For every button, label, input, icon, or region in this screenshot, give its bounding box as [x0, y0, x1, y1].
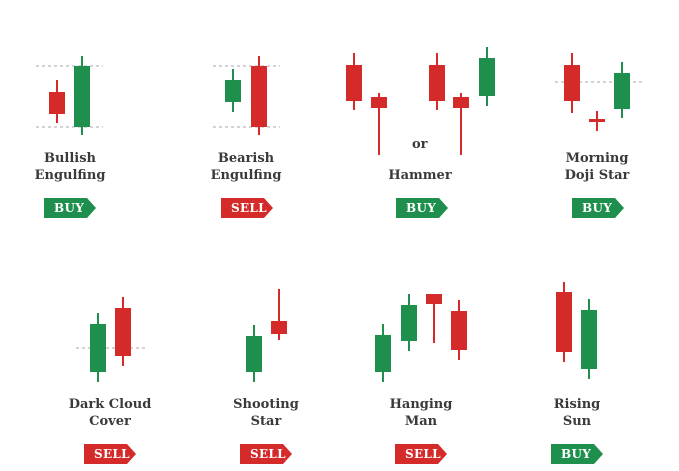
pattern-name-line2: Doji Star — [564, 168, 630, 183]
green-candle — [614, 62, 630, 118]
signal-badge-sell: SELL — [84, 444, 136, 464]
green-candle — [375, 324, 391, 382]
pattern-name-line2: Man — [404, 414, 438, 429]
red-candle — [346, 53, 362, 110]
red-candle — [49, 80, 65, 123]
doji-candle — [589, 111, 605, 131]
red-candle — [556, 282, 572, 362]
pattern-name-line2: Engulfing — [210, 168, 282, 183]
pattern-name-line2: Star — [250, 414, 282, 429]
or-connector: or — [412, 137, 428, 152]
red-candle — [429, 53, 445, 110]
red-candle — [115, 297, 131, 366]
pattern-name-line1: Morning — [565, 151, 629, 166]
pattern-name-line1: Dark Cloud — [68, 397, 152, 412]
signal-badge-buy: BUY — [396, 198, 448, 218]
signal-badge-buy: BUY — [44, 198, 96, 218]
pattern-name-hanging-man: Hanging Man — [341, 396, 501, 430]
pattern-name-line1: Shooting — [233, 397, 299, 412]
pattern-name-hammer: Hammer — [340, 167, 500, 184]
red-hanging-man-candle — [426, 294, 442, 343]
red-candle — [251, 56, 267, 135]
signal-badge-sell: SELL — [240, 444, 292, 464]
pattern-name-dark-cloud-cover: Dark Cloud Cover — [30, 396, 190, 430]
green-candle — [74, 56, 90, 135]
green-candle — [225, 69, 241, 112]
pattern-name-line2: Cover — [89, 414, 131, 429]
green-candle — [246, 325, 262, 382]
signal-badge-buy: BUY — [572, 198, 624, 218]
green-candle — [90, 313, 106, 382]
pattern-name-line2: Sun — [562, 414, 592, 429]
signal-badge-sell: SELL — [221, 198, 273, 218]
signal-badge-sell: SELL — [395, 444, 447, 464]
red-candle — [564, 53, 580, 113]
pattern-name-line1: Hammer — [388, 168, 452, 183]
pattern-name-morning-doji-star: Morning Doji Star — [517, 150, 677, 184]
pattern-name-line1: Bullish — [43, 151, 97, 166]
red-hammer-candle — [371, 93, 387, 155]
pattern-name-rising-sun: Rising Sun — [497, 396, 657, 430]
pattern-name-shooting-star: Shooting Star — [186, 396, 346, 430]
green-candle — [401, 294, 417, 351]
pattern-name-line1: Hanging — [389, 397, 453, 412]
pattern-name-line1: Rising — [553, 397, 601, 412]
red-candle — [451, 300, 467, 360]
signal-badge-buy: BUY — [551, 444, 603, 464]
pattern-name-bearish-engulfing: Bearish Engulfing — [166, 150, 326, 184]
pattern-name-bullish-engulfing: Bullish Engulfing — [0, 150, 150, 184]
green-candle — [479, 47, 495, 106]
pattern-name-line1: Bearish — [217, 151, 275, 166]
green-candle — [581, 299, 597, 379]
pattern-name-line2: Engulfing — [34, 168, 106, 183]
red-shooting-star-candle — [271, 289, 287, 340]
red-hammer-candle — [453, 93, 469, 155]
